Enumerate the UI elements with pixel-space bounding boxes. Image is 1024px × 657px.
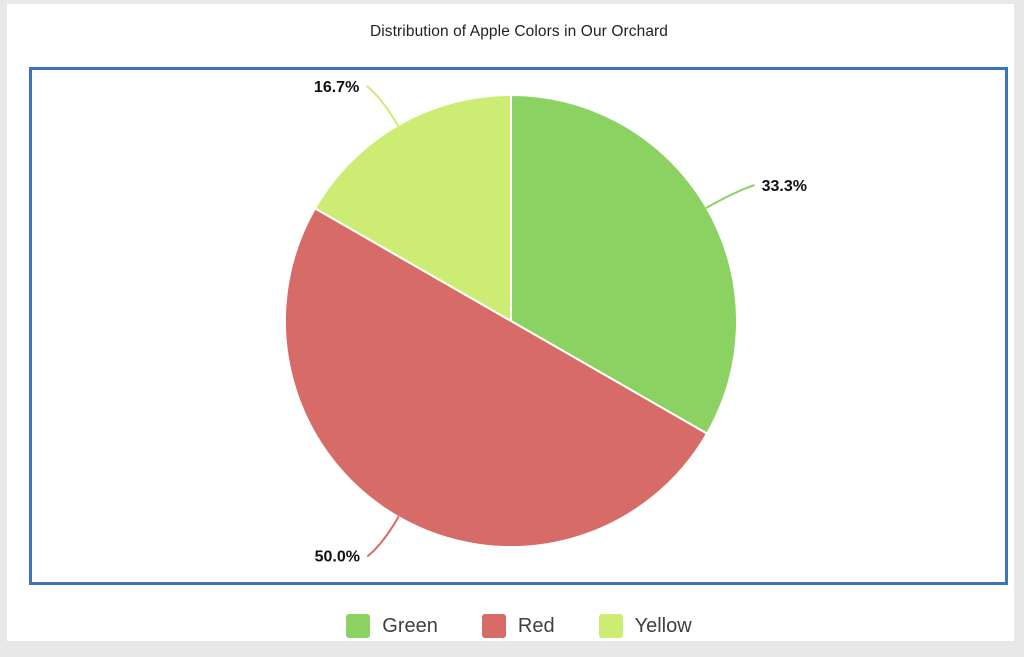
legend: Green Red Yellow (7, 614, 1024, 638)
legend-swatch-yellow (598, 614, 623, 638)
legend-swatch-red (481, 614, 506, 638)
legend-label-red: Red (517, 614, 555, 637)
chart-title: Distribution of Apple Colors in Our Orch… (369, 23, 669, 40)
legend-swatch-green (346, 614, 371, 638)
legend-label-green: Green (382, 614, 438, 637)
legend-item-red[interactable]: Red (481, 614, 555, 638)
legend-item-green[interactable]: Green (346, 614, 438, 638)
legend-label-yellow: Yellow (634, 614, 692, 637)
legend-item-yellow[interactable]: Yellow (598, 614, 692, 638)
pie-slices (284, 94, 738, 549)
